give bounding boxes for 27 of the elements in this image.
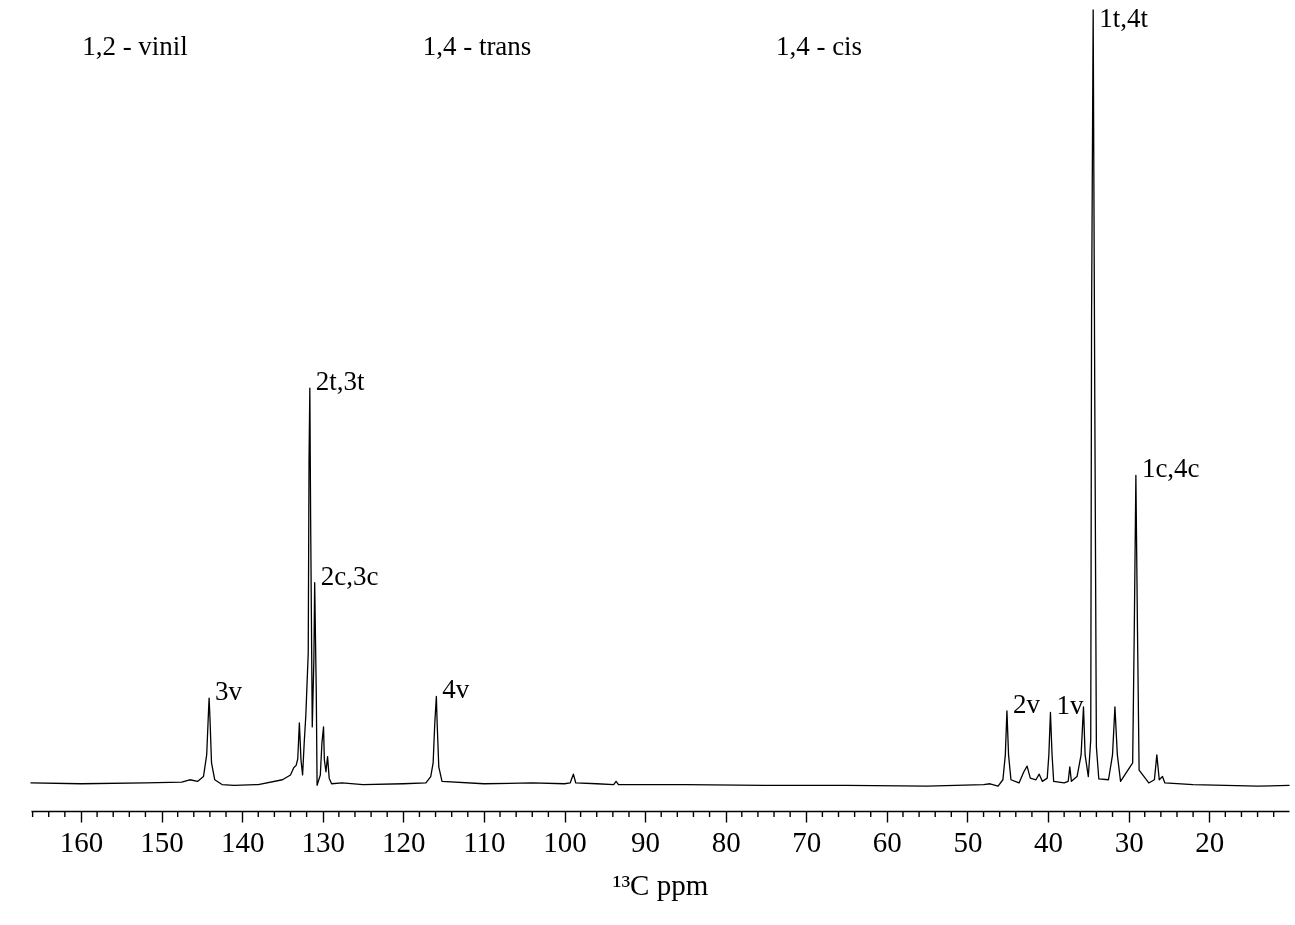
- x-tick-label: 150: [140, 825, 184, 858]
- x-tick-label: 110: [463, 825, 506, 858]
- x-tick-label: 130: [301, 825, 345, 858]
- annotation: 1t,4t: [1099, 3, 1149, 33]
- annotation: 2c,3c: [320, 560, 379, 591]
- x-tick-label: 140: [220, 825, 265, 858]
- x-tick-label: 40: [1034, 825, 1064, 858]
- annotation: 1,4 - trans: [422, 31, 532, 61]
- x-tick-label: 120: [382, 825, 426, 858]
- x-axis-title: ¹³C ppm: [612, 868, 709, 901]
- x-tick-label: 80: [711, 825, 741, 858]
- x-tick-label: 100: [543, 825, 587, 858]
- annotation: 1v: [1056, 690, 1084, 721]
- x-tick-label: 60: [872, 825, 902, 858]
- annotation: 1,2 - vinil: [82, 31, 188, 61]
- x-tick-label: 50: [953, 825, 983, 858]
- annotation: 2v: [1012, 688, 1041, 719]
- annotation: 2t,3t: [315, 366, 366, 397]
- annotation: 1,4 - cis: [775, 31, 863, 61]
- annotation: 1c,4c: [1141, 453, 1200, 484]
- x-tick-label: 70: [792, 825, 822, 858]
- annotation: 3v: [215, 676, 243, 707]
- annotation: 4v: [442, 674, 470, 705]
- x-tick-label: 160: [59, 825, 104, 858]
- x-tick-label: 30: [1114, 825, 1144, 858]
- x-tick-label: 20: [1195, 825, 1225, 858]
- x-tick-label: 90: [631, 825, 661, 858]
